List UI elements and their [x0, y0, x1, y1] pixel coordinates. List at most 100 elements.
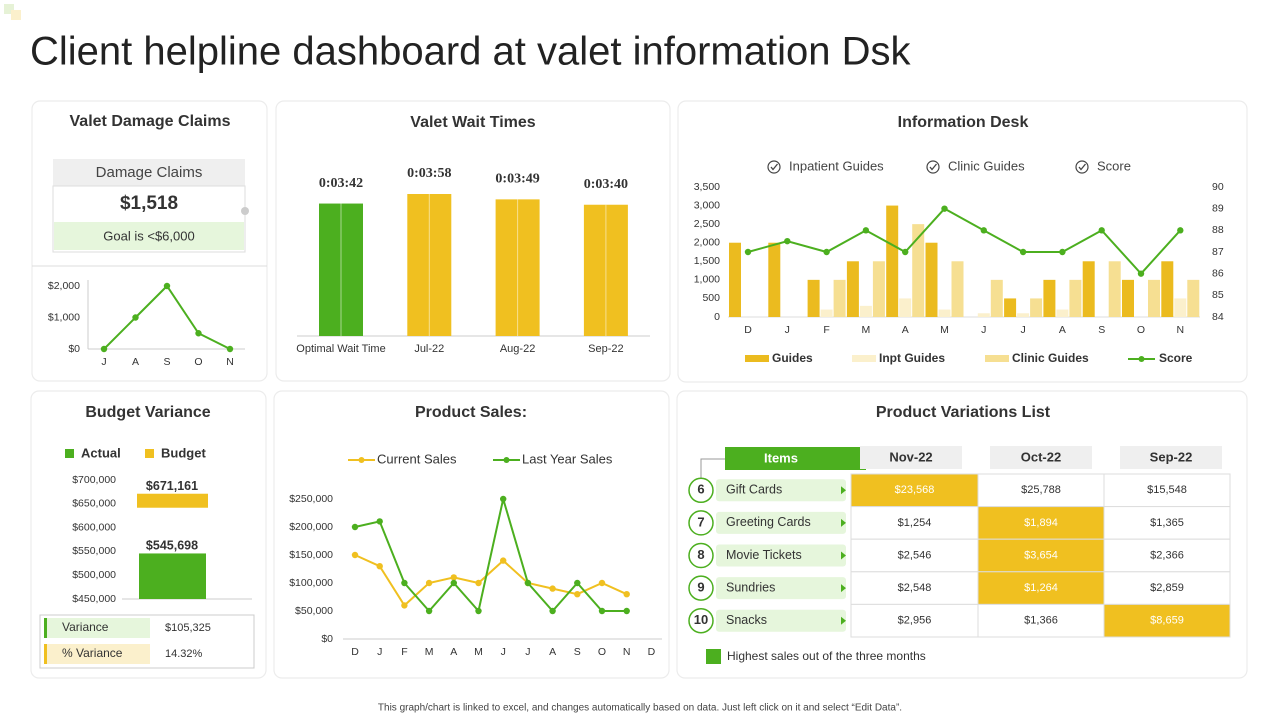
budget-marker: [137, 493, 208, 508]
x-tick-label: D: [648, 646, 656, 658]
row-number: 8: [697, 547, 704, 562]
cell-value: $1,254: [898, 517, 932, 529]
row-item-bg: [716, 511, 846, 534]
row-item-bg: [716, 544, 846, 567]
line-point: [401, 579, 408, 587]
y-tick-label: 3,000: [694, 199, 720, 211]
cell-value: $1,365: [1150, 517, 1184, 529]
cell-value: $2,548: [898, 582, 932, 594]
table-value: 14.32%: [165, 648, 203, 660]
line-point: [862, 227, 870, 234]
x-tick-label: A: [132, 356, 139, 368]
y2-tick-label: 88: [1212, 224, 1224, 236]
bar: [846, 261, 859, 317]
value-label: $545,698: [146, 539, 198, 553]
line-point: [623, 591, 630, 598]
page-title: Client helpline dashboard at valet infor…: [30, 30, 911, 74]
row-arrow: [841, 486, 846, 495]
toggle-check[interactable]: [767, 160, 781, 174]
row-marker: [44, 644, 47, 664]
panel: [273, 390, 670, 679]
row-number-bg: [688, 542, 714, 569]
y-tick-label: $700,000: [72, 474, 116, 486]
x-tick-label: A: [1059, 324, 1066, 336]
table-cell: [850, 506, 979, 540]
line-point: [549, 607, 556, 615]
y-tick-label: $0: [68, 343, 80, 355]
row-arrow: [841, 551, 846, 560]
line: [747, 207, 1182, 276]
header-items: [725, 447, 866, 470]
x-tick-label: A: [549, 646, 556, 658]
row-arrow: [841, 584, 846, 593]
value-label: $671,161: [146, 479, 198, 493]
line-point: [902, 248, 909, 256]
x-tick-label: F: [823, 324, 829, 336]
row-number: 10: [694, 612, 708, 627]
cell-value: $1,264: [1024, 582, 1058, 594]
line-point: [623, 607, 630, 615]
column-header: Sep-22: [1150, 449, 1193, 464]
bar: [1056, 309, 1069, 317]
line-point: [574, 591, 581, 598]
column-header: Items: [764, 450, 798, 465]
line-point: [598, 579, 606, 587]
x-tick-label: J: [101, 356, 106, 368]
line-point: [226, 345, 234, 353]
line-point: [549, 585, 556, 592]
line-point: [598, 607, 606, 615]
y-tick-label: 2,000: [694, 236, 720, 248]
legend-label: Score: [1159, 351, 1193, 365]
bar: [833, 279, 846, 317]
line-point: [351, 551, 359, 559]
legend-swatch: [985, 355, 1009, 362]
cell-value: $15,548: [1147, 484, 1187, 496]
line-point: [376, 518, 383, 525]
bar: [768, 242, 781, 317]
legend-label: Current Sales: [377, 451, 457, 466]
legend-dot: [503, 457, 510, 463]
bar: [872, 261, 885, 317]
line-point: [475, 579, 482, 587]
legend-swatch: [145, 449, 154, 458]
toggle-label[interactable]: Clinic Guides: [948, 158, 1025, 173]
x-tick-label: A: [902, 324, 909, 336]
table-cell: [1103, 538, 1231, 573]
x-tick-label: Jul-22: [414, 343, 444, 355]
line-point: [195, 330, 202, 337]
toggle-label[interactable]: Inpatient Guides: [789, 158, 884, 173]
table-cell: [1103, 506, 1231, 540]
toggle-check[interactable]: [926, 160, 940, 174]
y-tick-label: $2,000: [48, 280, 80, 292]
bar: [1174, 298, 1187, 317]
card-label: Damage Claims: [96, 164, 203, 181]
row-number-bg: [688, 575, 714, 601]
y-tick-label: $0: [321, 633, 333, 645]
line-point: [1137, 270, 1145, 277]
line-point: [163, 282, 171, 290]
bar: [886, 205, 899, 317]
x-tick-label: N: [226, 356, 234, 368]
panel: [30, 390, 267, 679]
y-tick-label: 0: [714, 311, 720, 323]
y2-tick-label: 84: [1212, 311, 1224, 323]
bar: [1004, 298, 1017, 317]
toggle-label[interactable]: Score: [1097, 158, 1131, 173]
x-tick-label: J: [525, 646, 530, 658]
y2-tick-label: 85: [1212, 289, 1224, 301]
panel-title: Budget Variance: [85, 404, 210, 421]
legend-label: Actual: [81, 445, 121, 460]
legend-label: Guides: [772, 351, 813, 365]
row-item-bg: [716, 577, 846, 600]
y2-tick-label: 89: [1212, 202, 1224, 214]
bar: [1082, 261, 1095, 317]
x-tick-label: O: [194, 356, 202, 368]
y2-tick-label: 86: [1212, 267, 1224, 279]
x-tick-label: N: [623, 646, 631, 658]
line-point: [425, 607, 433, 615]
toggle-check[interactable]: [1075, 160, 1089, 174]
x-tick-label: S: [574, 646, 581, 658]
cell-value: $3,654: [1024, 549, 1058, 561]
y-tick-label: 1,000: [694, 274, 720, 286]
panel-title: Valet Damage Claims: [70, 113, 231, 130]
